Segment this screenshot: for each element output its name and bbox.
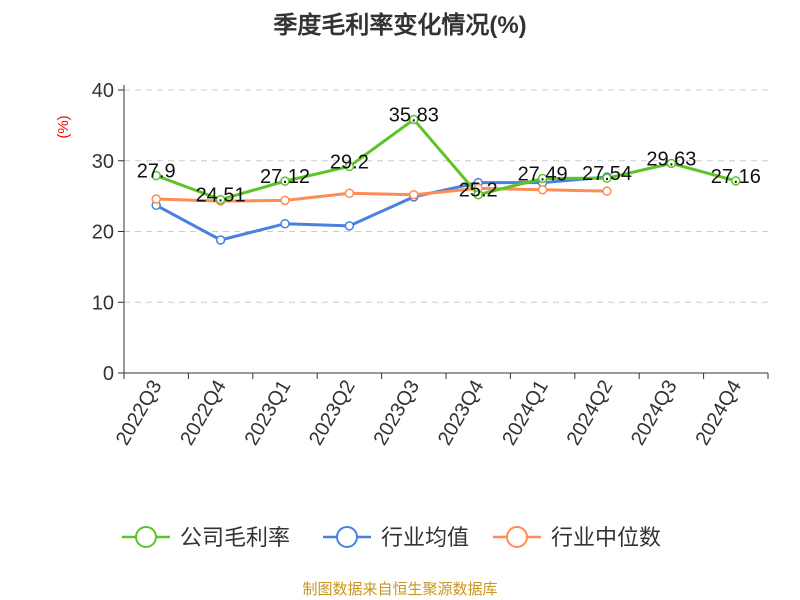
legend-label: 行业均值 (381, 525, 469, 550)
data-label: 27.12 (260, 166, 310, 188)
data-point (280, 195, 290, 206)
y-tick-label: 30 (92, 151, 114, 173)
data-point (344, 161, 355, 172)
data-point (280, 176, 290, 186)
series-line-2 (156, 186, 608, 203)
x-tick-label: 2023Q1 (241, 377, 296, 450)
data-point (344, 221, 355, 231)
x-tick-label: 2022Q3 (112, 377, 167, 450)
x-tick-label: 2023Q3 (369, 377, 424, 450)
x-tick-label: 2023Q4 (434, 377, 489, 450)
data-label: 24.51 (196, 185, 246, 207)
data-point (151, 170, 161, 181)
source-note: 制图数据来自恒生聚源数据库 (302, 581, 497, 598)
data-label: 29.2 (330, 151, 369, 173)
x-tick-label: 2024Q3 (627, 377, 682, 450)
legend-marker (135, 526, 157, 548)
y-axis-label: (%) (55, 115, 72, 138)
y-tick-label: 40 (92, 80, 114, 102)
legend-marker (506, 526, 528, 548)
x-tick-label: 2023Q2 (305, 377, 360, 450)
chart-title: 季度毛利率变化情况(%) (273, 11, 526, 39)
data-point (215, 235, 226, 245)
data-point (666, 158, 677, 169)
legend-marker (336, 526, 358, 548)
data-label: 29.63 (646, 148, 696, 170)
data-label: 25.2 (459, 180, 498, 202)
x-tick-label: 2024Q4 (691, 377, 746, 450)
data-label: 27.49 (518, 164, 568, 186)
y-tick-label: 0 (103, 363, 114, 385)
data-point (602, 186, 612, 196)
x-tick-label: 2024Q1 (498, 377, 553, 450)
data-point (344, 188, 355, 199)
y-tick-label: 20 (92, 222, 114, 244)
data-label: 27.9 (137, 161, 176, 183)
data-point (280, 218, 290, 229)
data-label: 27.16 (711, 166, 761, 188)
data-point (151, 194, 161, 204)
data-point (602, 173, 612, 183)
x-tick-label: 2024Q2 (563, 377, 618, 450)
data-label: 27.54 (582, 163, 632, 185)
data-point (409, 189, 419, 200)
data-point (731, 176, 741, 186)
data-point (537, 185, 548, 195)
y-tick-label: 10 (92, 292, 114, 314)
data-point (537, 173, 548, 184)
data-label: 35.83 (389, 105, 439, 127)
legend-label: 公司毛利率 (180, 525, 290, 550)
series-line-0 (155, 117, 737, 202)
data-point (409, 114, 419, 125)
legend-label: 行业中位数 (551, 525, 661, 550)
x-tick-label: 2022Q4 (176, 377, 231, 450)
data-point (215, 194, 226, 205)
data-point (473, 189, 483, 200)
